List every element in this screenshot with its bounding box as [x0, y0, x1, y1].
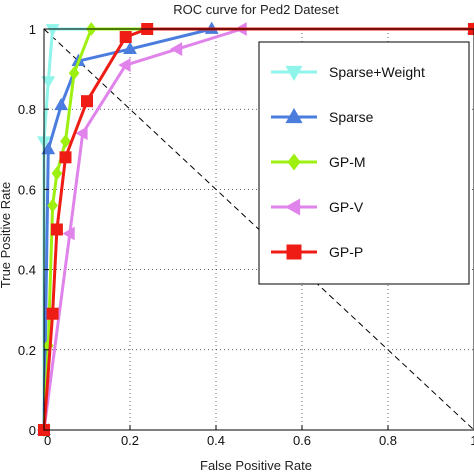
chart-title: ROC curve for Ped2 Dateset	[173, 2, 339, 17]
y-tick-label: 1	[29, 22, 36, 37]
series-point	[46, 307, 59, 320]
series-point	[41, 76, 56, 89]
legend-label: GP-P	[329, 244, 363, 260]
y-tick-label: 0	[29, 423, 36, 438]
series-point	[119, 31, 132, 44]
legend-swatch-marker	[286, 244, 302, 260]
legend-label: GP-M	[329, 154, 366, 170]
series-point	[75, 126, 88, 141]
series-point	[68, 66, 80, 80]
ticks: 0 0.2 0.4 0.6 0.8 1 0 0.2 0.4 0.6 0.8 1	[18, 22, 474, 448]
x-axis-label: False Positive Rate	[200, 458, 312, 473]
series-point	[59, 151, 72, 164]
x-tick-label: 0.6	[293, 433, 311, 448]
series-point	[60, 134, 71, 149]
legend-swatch-marker	[284, 198, 301, 216]
series-point	[50, 223, 63, 236]
x-tick-label: 0	[44, 433, 51, 448]
series-point	[118, 58, 131, 72]
y-tick-label: 0.8	[18, 102, 36, 117]
series-point	[123, 41, 137, 54]
y-axis-label: True Positive Rate	[0, 182, 13, 288]
legend-swatch-marker	[285, 107, 303, 124]
series-point	[54, 97, 69, 111]
y-tick-label: 0.2	[18, 343, 36, 358]
legend-label: Sparse+Weight	[329, 64, 425, 80]
series-point	[41, 141, 56, 155]
legend-swatch-marker	[285, 65, 303, 82]
axes-frame	[43, 28, 474, 431]
y-tick-label: 0.6	[18, 182, 36, 197]
legend: Sparse+Weight Sparse GP-M GP-V GP-P	[258, 41, 470, 285]
x-tick-label: 0.2	[121, 433, 139, 448]
series-point	[51, 166, 63, 181]
x-tick-label: 1	[470, 433, 474, 448]
legend-label: GP-V	[329, 199, 364, 215]
series-point	[169, 42, 183, 56]
series-point	[47, 198, 58, 213]
series-point	[62, 226, 75, 241]
series-point	[81, 95, 93, 108]
legend-swatch-marker	[287, 153, 301, 171]
x-tick-label: 0.8	[379, 433, 397, 448]
y-tick-label: 0.4	[18, 263, 36, 278]
legend-label: Sparse	[329, 109, 374, 125]
series-point	[45, 24, 60, 37]
x-tick-label: 0.4	[207, 433, 225, 448]
